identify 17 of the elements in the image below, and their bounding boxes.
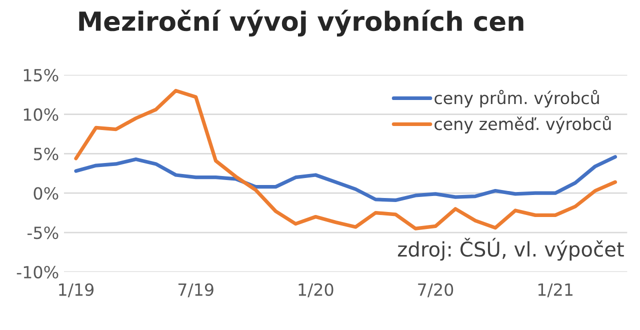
- x-tick-label: 7/20: [418, 283, 454, 298]
- line-series: [74, 155, 618, 202]
- y-tick-label: -5%: [28, 226, 58, 240]
- x-tick-label: 1/19: [59, 283, 94, 298]
- line-series: [74, 88, 618, 230]
- x-tick-label: 1/20: [298, 283, 334, 298]
- y-tick-label: 10%: [24, 108, 58, 121]
- x-tick-label: 7/19: [178, 283, 214, 298]
- annotation: zdroj: ČSÚ, vl. výpočet: [398, 238, 624, 261]
- x-tick-label: 1/21: [538, 283, 572, 298]
- legend-label: ceny prům. výrobců: [434, 90, 599, 108]
- y-tick-label: 15%: [24, 68, 58, 82]
- y-tick-label: 0%: [34, 187, 58, 200]
- legend-label: ceny zeměď. výrobců: [434, 116, 611, 134]
- y-tick-label: -10%: [16, 266, 58, 278]
- y-tick-label: 5%: [34, 148, 58, 160]
- chart-title: Meziroční vývoj výrobních cen: [79, 10, 524, 36]
